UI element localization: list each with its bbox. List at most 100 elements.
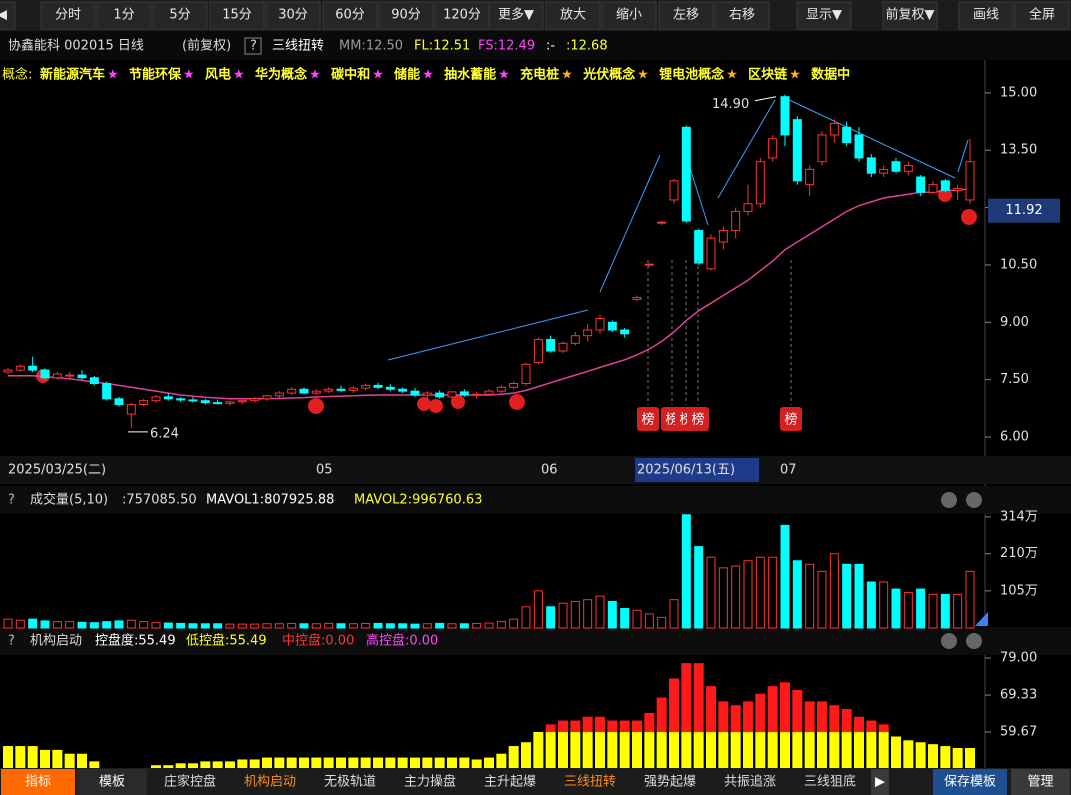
toolbar-button[interactable] <box>488 1 544 30</box>
candle-body <box>743 203 753 212</box>
tab-label[interactable]: 主升起爆 <box>484 775 536 790</box>
tab[interactable] <box>231 769 309 795</box>
toolbar-label[interactable]: 60分 <box>335 8 365 23</box>
toolbar-button[interactable] <box>545 1 601 30</box>
trend-arrows <box>387 97 969 361</box>
control-header: 机构启动 <box>30 634 82 649</box>
tab[interactable] <box>311 769 389 795</box>
toolbar-label[interactable]: 显示▼ <box>806 8 842 23</box>
y-tick-label: 105万 <box>1000 583 1038 598</box>
tab-label[interactable]: 主力操盘 <box>404 774 456 790</box>
toolbar-button[interactable] <box>265 1 321 30</box>
tab[interactable] <box>933 769 1007 795</box>
header-indicator: 三线扭转 <box>272 39 324 54</box>
control-bar-low <box>77 753 87 768</box>
toolbar-button[interactable] <box>0 1 16 30</box>
tab-label[interactable]: 指标 <box>25 775 51 790</box>
toolbar-label[interactable]: 5分 <box>169 8 190 23</box>
control-bar-low <box>64 753 75 768</box>
toolbar-label[interactable]: 左移 <box>673 8 699 23</box>
toolbar-label[interactable]: 分时 <box>55 8 81 23</box>
tab-label[interactable]: 管理 <box>1027 775 1053 790</box>
volume-bar <box>792 560 802 629</box>
panel-icon[interactable] <box>941 633 957 649</box>
control-bar-low <box>965 748 975 768</box>
tab[interactable] <box>151 769 229 795</box>
panel-icon[interactable] <box>966 492 982 508</box>
candle-body <box>965 161 975 201</box>
tab[interactable] <box>391 769 469 795</box>
tab[interactable] <box>1011 769 1070 795</box>
y-tick-label: 6.00 <box>1000 430 1029 445</box>
toolbar-label[interactable]: 1分 <box>113 8 134 23</box>
volume-bar <box>15 619 25 629</box>
toolbar-button[interactable] <box>322 1 378 30</box>
candle-body <box>854 134 864 159</box>
header-stock: 协鑫能科 002015 日线 <box>8 38 144 54</box>
toolbar-button[interactable] <box>658 1 714 30</box>
tab-label[interactable]: 无极轨道 <box>324 775 376 790</box>
tab[interactable] <box>791 769 869 795</box>
toolbar-button[interactable] <box>1014 1 1070 30</box>
tab-label[interactable]: ▶ <box>875 775 885 790</box>
toolbar-label[interactable]: 更多▼ <box>498 7 534 23</box>
volume-bar <box>114 620 124 629</box>
toolbar-button[interactable] <box>96 1 152 30</box>
toolbar-button[interactable] <box>378 1 434 30</box>
control-bar-low <box>928 744 938 768</box>
tab[interactable] <box>471 769 549 795</box>
toolbar-button[interactable] <box>958 1 1014 30</box>
tab-label[interactable]: 保存模板 <box>944 775 996 790</box>
toolbar-button[interactable] <box>714 1 770 30</box>
toolbar-button[interactable] <box>796 1 852 30</box>
panel-icon[interactable] <box>966 633 982 649</box>
tab[interactable] <box>77 769 147 795</box>
toolbar-label[interactable]: 90分 <box>391 8 421 23</box>
toolbar-label[interactable]: 前复权▼ <box>886 7 935 23</box>
toolbar-label[interactable]: 30分 <box>278 8 308 23</box>
control-bar-low <box>644 732 655 768</box>
badge-label: 榜 <box>641 412 654 428</box>
toolbar-button[interactable] <box>152 1 208 30</box>
toolbar-label[interactable]: 全屏 <box>1029 7 1055 23</box>
control-bar-mid <box>558 720 568 733</box>
tab[interactable] <box>631 769 709 795</box>
control-bar-mid <box>693 663 704 733</box>
tab[interactable] <box>551 769 629 795</box>
tab-label[interactable]: 机构启动 <box>244 775 296 790</box>
volume-bar <box>669 599 679 629</box>
toolbar-label[interactable]: 放大 <box>560 8 586 23</box>
tab-label[interactable]: 三线扭转 <box>564 775 616 790</box>
toolbar-label[interactable]: 画线 <box>973 8 999 23</box>
toolbar-button[interactable] <box>882 1 938 30</box>
tab-label[interactable]: 共振追涨 <box>724 774 776 790</box>
tab-label[interactable]: 强势起爆 <box>644 774 696 790</box>
concept-star: ★ <box>726 68 738 83</box>
volume-bar <box>570 600 580 629</box>
annotation: 6.24 <box>150 426 179 441</box>
tab[interactable] <box>871 769 889 795</box>
toolbar-button[interactable] <box>601 1 657 30</box>
candle-body <box>669 180 679 201</box>
volume-bar <box>940 593 950 629</box>
volume-bar <box>348 623 358 629</box>
toolbar-label[interactable]: ◀ <box>0 8 7 23</box>
toolbar-label[interactable]: 缩小 <box>616 7 642 23</box>
volume-bar <box>126 619 136 629</box>
toolbar-label[interactable]: 120分 <box>443 8 481 23</box>
toolbar-button[interactable] <box>209 1 265 30</box>
tab[interactable] <box>1 769 75 795</box>
tab[interactable] <box>711 769 789 795</box>
toolbar-button[interactable] <box>40 1 96 30</box>
control-bar-mid <box>841 709 852 733</box>
panel-icon[interactable] <box>941 492 957 508</box>
candle-body <box>65 374 75 377</box>
tab-label[interactable]: 模板 <box>99 775 125 790</box>
tab-label[interactable]: 庄家控盘 <box>164 774 216 790</box>
toolbar-label[interactable]: 15分 <box>222 8 252 23</box>
date-highlight <box>635 458 759 482</box>
tab-label[interactable]: 三线狙底 <box>804 774 856 790</box>
toolbar-label[interactable]: 右移 <box>729 8 755 23</box>
control-bar-low <box>188 763 198 768</box>
